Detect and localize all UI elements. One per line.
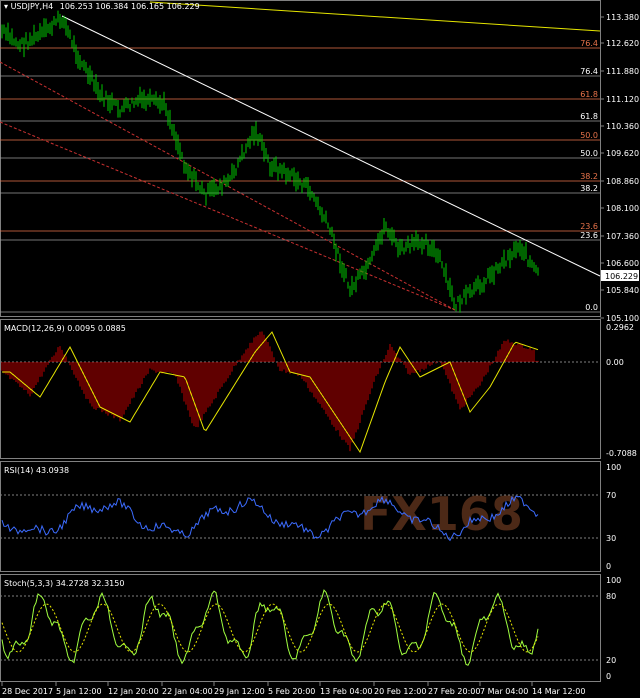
time-tick-label: 28 Dec 2017	[2, 687, 53, 696]
fib-level-label: 50.0	[580, 149, 598, 158]
pane-frames	[0, 0, 601, 682]
macd-signal-line	[2, 331, 539, 454]
rsi-title: RSI(14) 43.0938	[4, 466, 69, 475]
fib-level-label: 38.2	[580, 172, 598, 181]
price-tick-label: 110.360	[606, 122, 639, 131]
stoch-main-line	[1, 589, 539, 666]
macd-title: MACD(12,26,9) 0.0095 0.0885	[4, 324, 126, 333]
white-trendline[interactable]	[61, 15, 601, 277]
fib-level-label: 61.8	[580, 112, 598, 121]
fib-level-label: 50.0	[580, 131, 598, 140]
triangle-icon: ▾	[4, 2, 11, 11]
time-tick-label: 27 Feb 20:00	[428, 687, 480, 696]
price-tick-label: 111.120	[606, 95, 639, 104]
rsi-line	[1, 495, 539, 542]
fib-level-label: 23.6	[580, 231, 598, 240]
macd-histogram	[1, 331, 539, 452]
rsi-tick-label: 70	[606, 491, 616, 500]
symbol-label: USDJPY,H4	[11, 2, 54, 11]
red-channel-line-upper[interactable]	[0, 61, 456, 311]
red-channel-line-lower[interactable]	[0, 121, 456, 311]
price-tick-label: 112.620	[606, 39, 639, 48]
macd-pane[interactable]: MACD(12,26,9) 0.0095 0.0885 0.2962 0.00 -0…	[0, 323, 637, 458]
stoch-axis: 100 80 20 0	[606, 576, 621, 681]
ohlc-values: 106.253 106.384 106.165 106.229	[60, 2, 200, 11]
time-tick-label: 5 Feb 20:00	[268, 687, 315, 696]
macd-axis: 0.2962 0.00 -0.7088	[606, 323, 637, 458]
fib-level-label: 76.4	[580, 67, 598, 76]
time-tick-label: 14 Mar 12:00	[532, 687, 585, 696]
time-tick-label: 13 Feb 04:00	[320, 687, 372, 696]
time-tick-label: 29 Jan 12:00	[214, 687, 265, 696]
price-tick-label: 108.100	[606, 204, 639, 213]
time-tick-label: 5 Jan 12:00	[56, 687, 102, 696]
fx168-watermark: FX168	[360, 487, 523, 541]
stoch-signal-line	[1, 603, 539, 653]
stoch-title: Stoch(5,3,3) 34.2728 32.3150	[4, 579, 124, 588]
price-tick-label: 109.620	[606, 149, 639, 158]
rsi-axis: 100 70 30 0	[606, 463, 621, 571]
price-candles	[1, 10, 539, 313]
price-tick-label: 106.600	[606, 259, 639, 268]
symbol-ohlc-header: ▾ USDJPY,H4 106.253 106.384 106.165 106.…	[4, 2, 200, 11]
price-tick-label: 113.380	[606, 13, 639, 22]
stoch-tick-label: 100	[606, 576, 621, 585]
rsi-pane[interactable]: FX168 RSI(14) 43.0938 100 70 30 0	[0, 463, 621, 571]
price-tick-label: 105.840	[606, 286, 639, 295]
stochastic-pane[interactable]: Stoch(5,3,3) 34.2728 32.3150 100 80 20 0	[0, 576, 621, 681]
rsi-tick-label: 0	[606, 562, 611, 571]
fib-level-label: 76.4	[580, 39, 598, 48]
price-tick-label: 105.100	[606, 314, 639, 323]
macd-tick-label: 0.2962	[606, 323, 634, 332]
current-price-box	[601, 270, 639, 281]
fib-level-label: 38.2	[580, 184, 598, 193]
stoch-tick-label: 20	[606, 656, 616, 665]
time-tick-label: 20 Feb 12:00	[374, 687, 426, 696]
time-axis: 28 Dec 2017 5 Jan 12:00 12 Jan 20:00 22 Jan…	[1, 682, 585, 696]
macd-tick-label: 0.00	[606, 358, 624, 367]
fib-level-label: 0.0	[585, 303, 598, 312]
rsi-tick-label: 100	[606, 463, 621, 472]
macd-tick-label: -0.7088	[606, 449, 637, 458]
price-tick-label: 108.860	[606, 177, 639, 186]
time-tick-label: 7 Mar 04:00	[480, 687, 528, 696]
current-price-label: 106.229	[605, 272, 638, 281]
fib-level-label: 61.8	[580, 90, 598, 99]
price-tick-label: 107.360	[606, 232, 639, 241]
rsi-tick-label: 30	[606, 534, 616, 543]
fib-level-label: 23.6	[580, 222, 598, 231]
price-axis: 113.380 112.620 111.880 111.120 110.360 109.6…	[600, 13, 639, 323]
stoch-tick-label: 0	[606, 672, 611, 681]
stoch-tick-label: 80	[606, 592, 616, 601]
price-pane[interactable]: 76.4 76.4 61.8 61.8 50.0 50.0 38.2 38.2 23.623.6…	[0, 1, 639, 323]
yellow-trendline[interactable]	[149, 1, 601, 32]
price-tick-label: 111.880	[606, 67, 639, 76]
time-tick-label: 12 Jan 20:00	[108, 687, 159, 696]
time-tick-label: 22 Jan 04:00	[162, 687, 213, 696]
